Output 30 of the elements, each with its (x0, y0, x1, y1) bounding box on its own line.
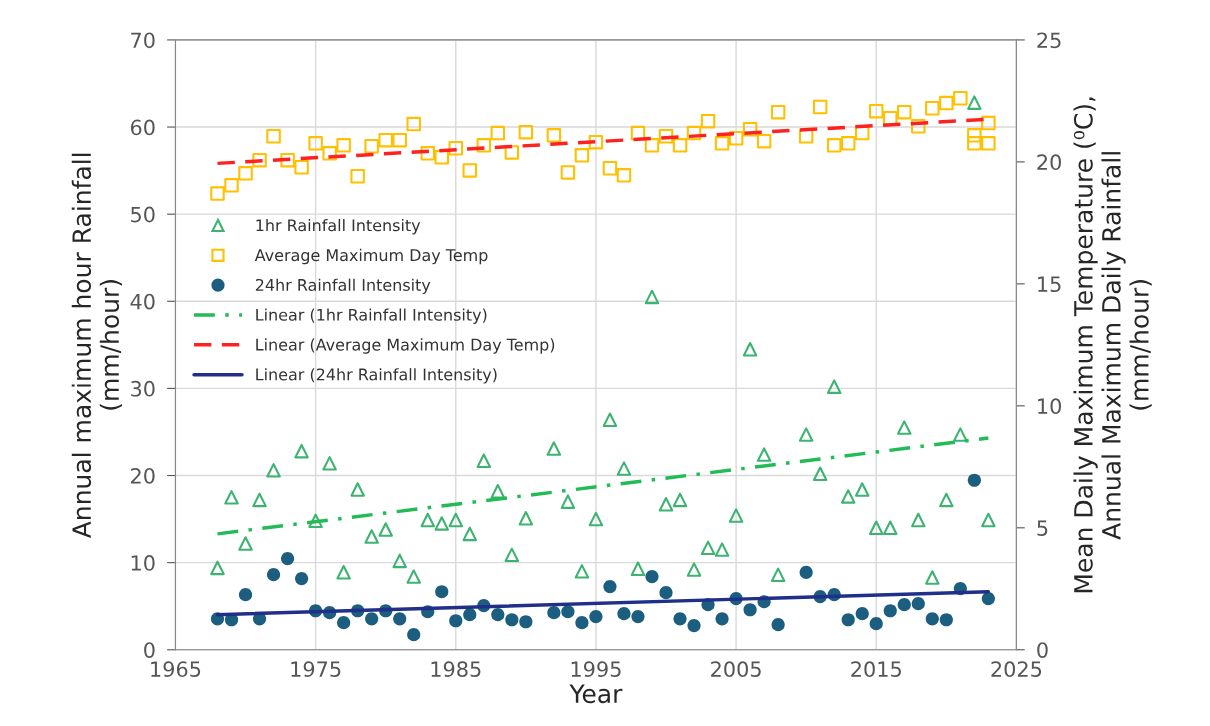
legend-label: Linear (Average Maximum Day Temp) (256, 338, 555, 354)
x-tick-label: 2025 (991, 661, 1042, 678)
y2-tick-label: 0 (1037, 642, 1048, 658)
x-tick-label: 1965 (151, 661, 201, 678)
y-tick-label: 10 (131, 555, 155, 571)
y-tick-label: 70 (131, 32, 155, 49)
y2-tick-label: 15 (1038, 276, 1061, 293)
y2-axis-title: Mean Daily Maximum Temperature (⁰C), Annual Maximum Daily Rainfall (mm/hour) (1073, 97, 1152, 593)
x-tick-label: 1975 (291, 661, 341, 678)
x-axis-title: Year (569, 684, 623, 704)
legend-label: Average Maximum Day Temp (254, 248, 488, 265)
y2-tick-label: 25 (1037, 32, 1061, 49)
y2-tick-label: 20 (1037, 154, 1061, 171)
y-tick-label: 20 (131, 467, 155, 484)
legend-label: Linear (1hr Rainfall Intensity) (256, 308, 487, 324)
y-tick-label: 30 (131, 380, 155, 397)
x-tick-label: 1995 (571, 661, 621, 678)
y-tick-label: 40 (130, 293, 155, 310)
y2-tick-label: 5 (1037, 520, 1048, 537)
legend-label: 24hr Rainfall Intensity (255, 278, 431, 295)
y-axis-title: Annual maximum hour Rainfall (mm/hour) (71, 153, 123, 539)
x-tick-label: 2015 (851, 661, 901, 678)
legend-label: 1hr Rainfall Intensity (256, 218, 421, 235)
x-tick-label: 1985 (431, 661, 481, 678)
x-tick-label: 2005 (711, 661, 761, 678)
y-tick-label: 60 (130, 119, 155, 136)
legend-label: Linear (24hr Rainfall Intensity) (256, 368, 497, 384)
y-tick-label: 50 (131, 206, 155, 223)
y-tick-label: 0 (144, 642, 155, 658)
y2-tick-label: 10 (1038, 398, 1061, 415)
